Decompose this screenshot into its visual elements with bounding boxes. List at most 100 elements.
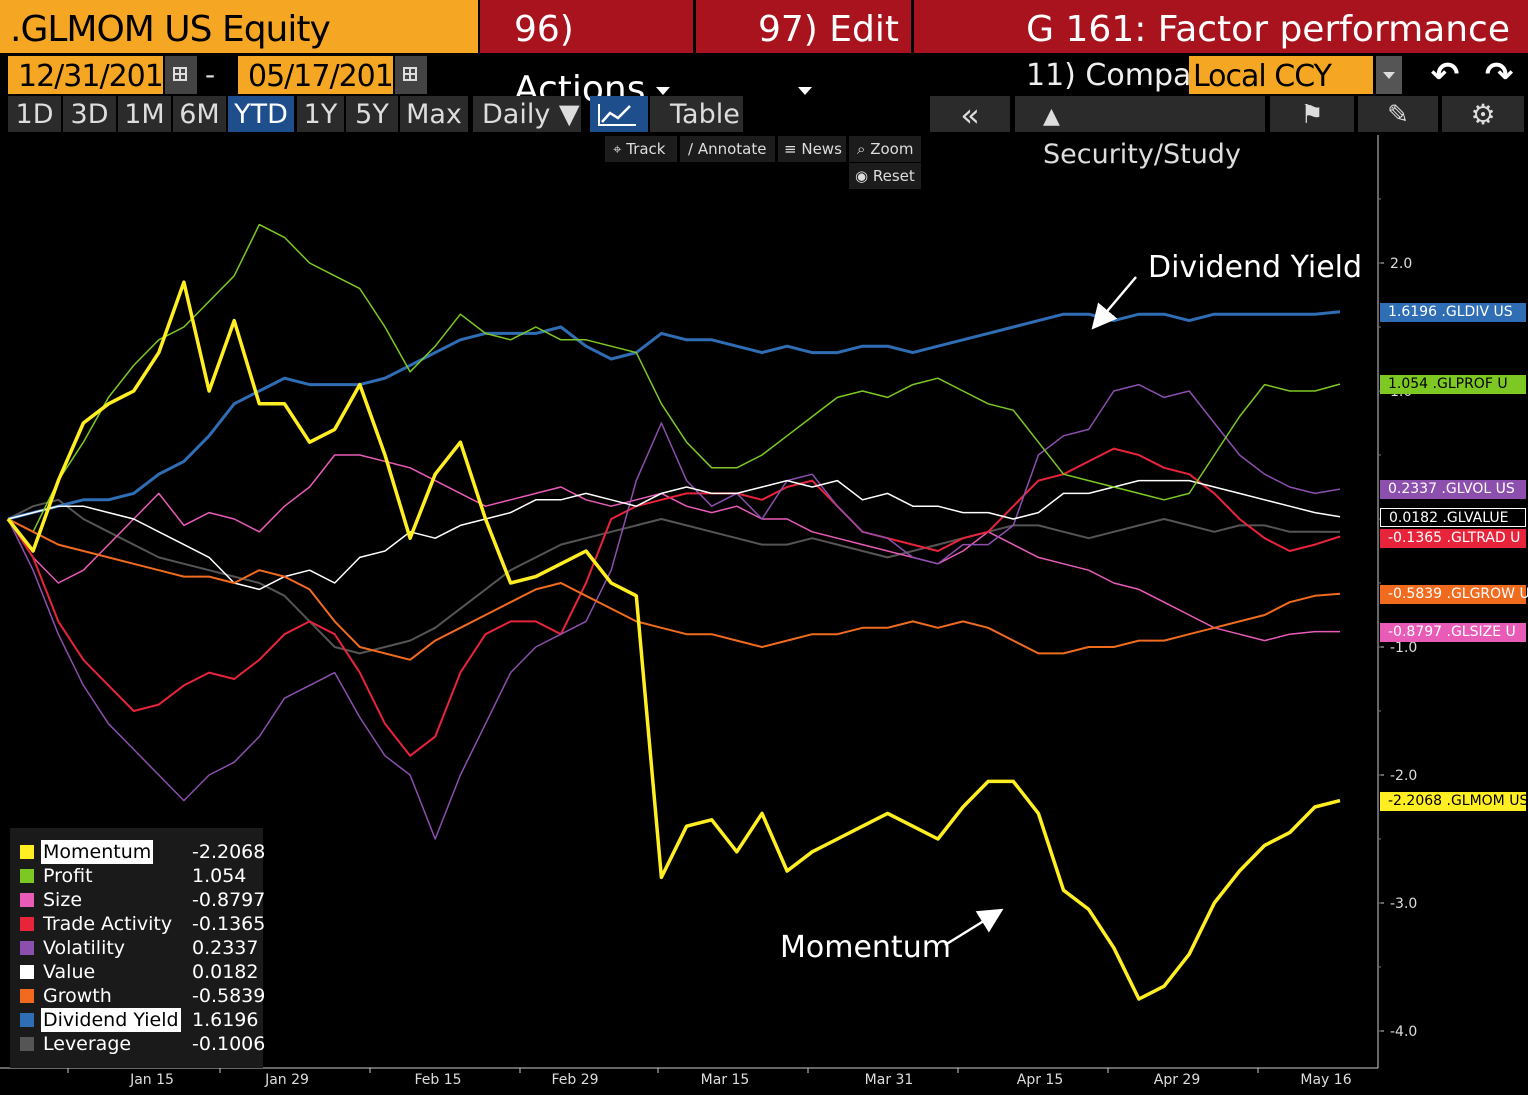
series-value-tag: 0.2337 .GLVOL US xyxy=(1380,480,1526,500)
chevron-down-icon xyxy=(798,87,812,95)
series-value-tag: -2.2068 .GLMOM US xyxy=(1380,791,1528,811)
legend-value: -0.1365 xyxy=(192,913,266,935)
y-tick-label: 2.0 xyxy=(1390,256,1412,272)
calendar-icon[interactable] xyxy=(165,56,197,94)
legend-swatch xyxy=(20,965,34,979)
x-tick-label: Feb 15 xyxy=(414,1072,461,1088)
chevron-down-icon xyxy=(655,87,670,95)
crosshair-icon: ⌖ xyxy=(613,140,622,158)
end-date-field[interactable]: 05/17/2016 xyxy=(238,56,412,94)
legend-swatch xyxy=(20,845,34,859)
table-view-button[interactable]: Table xyxy=(650,96,743,132)
x-tick-label: May 16 xyxy=(1300,1072,1351,1088)
zoom-tool-button[interactable]: ⌕ Zoom xyxy=(849,136,921,162)
calendar-icon[interactable] xyxy=(395,56,427,94)
x-tick-label: Jan 15 xyxy=(129,1072,174,1088)
legend-value: 0.0182 xyxy=(192,961,259,983)
series-line-profit xyxy=(7,223,1341,533)
legend-value: -2.2068 xyxy=(192,841,266,863)
date-separator: - xyxy=(205,58,216,91)
series-value-tag: 0.0182 .GLVALUE xyxy=(1380,507,1526,527)
undo-icon[interactable]: ↶ xyxy=(1430,55,1460,95)
track-label: Track xyxy=(626,140,666,158)
series-value-tag: -0.5839 .GLGROW U xyxy=(1380,584,1528,604)
legend-name: Size xyxy=(43,889,83,911)
series-value-tag: -0.1365 .GLTRAD U xyxy=(1380,528,1526,548)
momentum-annotation: Momentum xyxy=(780,930,951,965)
y-tick-label: -4.0 xyxy=(1390,1024,1417,1040)
news-label: News xyxy=(801,140,842,158)
legend-swatch xyxy=(20,1037,34,1051)
line-chart-icon[interactable] xyxy=(590,96,648,132)
settings-gear-icon[interactable]: ⚙ xyxy=(1442,96,1524,132)
security-ticker[interactable]: .GLMOM US Equity xyxy=(0,0,478,53)
magnifier-icon: ⌕ xyxy=(857,140,866,158)
legend-item[interactable]: Leverage -0.1006 xyxy=(20,1032,265,1056)
legend-item[interactable]: Momentum -2.2068 xyxy=(20,840,265,864)
legend-item[interactable]: Dividend Yield 1.6196 xyxy=(20,1008,260,1032)
legend-value: -0.1006 xyxy=(192,1033,266,1055)
series-value-tag: 1.6196 .GLDIV US xyxy=(1380,302,1526,322)
range-button-6m[interactable]: 6M xyxy=(173,96,226,132)
legend-value: -0.8797 xyxy=(192,889,266,911)
collapse-icon[interactable]: « xyxy=(930,96,1010,134)
legend-item[interactable]: Value 0.0182 xyxy=(20,960,260,984)
range-button-3d[interactable]: 3D xyxy=(63,96,116,132)
edit-menu-button[interactable]: 97) Edit xyxy=(696,0,911,95)
series-line-growth xyxy=(7,518,1341,661)
legend-item[interactable]: Profit 1.054 xyxy=(20,864,260,888)
line-chart-glyph xyxy=(598,104,636,126)
legend-swatch xyxy=(20,1013,34,1027)
annotate-tool-button[interactable]: ∕ Annotate xyxy=(680,136,775,162)
legend-name: Volatility xyxy=(43,937,126,959)
period-select[interactable]: Daily ▼ xyxy=(473,96,581,132)
page-title: G 161: Factor performance xyxy=(914,0,1528,53)
y-tick-label: -2.0 xyxy=(1390,768,1417,784)
legend-swatch xyxy=(20,869,34,883)
legend-name: Value xyxy=(43,961,96,983)
currency-select[interactable]: Local CCY xyxy=(1189,56,1373,94)
series-line-trade-activity xyxy=(7,447,1341,757)
x-tick-label: Mar 15 xyxy=(701,1072,750,1088)
flag-icon[interactable]: ⚑ xyxy=(1270,96,1354,132)
legend-swatch xyxy=(20,941,34,955)
reset-label: Reset xyxy=(872,167,915,185)
start-date-field[interactable]: 12/31/2015 xyxy=(8,56,182,94)
series-line-value xyxy=(7,479,1341,591)
redo-icon[interactable]: ↷ xyxy=(1484,55,1514,95)
x-tick-label: Mar 31 xyxy=(865,1072,914,1088)
news-tool-button[interactable]: ≡ News xyxy=(778,136,846,162)
range-button-max[interactable]: Max xyxy=(400,96,468,132)
series-line-leverage xyxy=(7,498,1341,655)
x-tick-label: Feb 29 xyxy=(551,1072,598,1088)
security-study-label: Security/Study xyxy=(1043,139,1241,170)
legend-swatch xyxy=(20,893,34,907)
legend-item[interactable]: Trade Activity -0.1365 xyxy=(20,912,265,936)
legend-value: 1.6196 xyxy=(192,1009,259,1031)
chevron-down-icon: ▼ xyxy=(558,99,580,130)
dividend-arrow xyxy=(1091,276,1137,330)
edit-pencil-icon[interactable]: ✎ xyxy=(1358,96,1438,132)
track-tool-button[interactable]: ⌖ Track xyxy=(605,136,677,162)
legend-value: 1.054 xyxy=(192,865,247,887)
y-tick-label: -3.0 xyxy=(1390,896,1417,912)
security-study-button[interactable]: ▲ Security/Study xyxy=(1015,96,1265,170)
range-button-1y[interactable]: 1Y xyxy=(297,96,344,132)
legend-item[interactable]: Volatility 0.2337 xyxy=(20,936,260,960)
reset-tool-button[interactable]: ◉ Reset xyxy=(849,163,921,189)
range-button-1m[interactable]: 1M xyxy=(118,96,171,132)
range-button-ytd[interactable]: YTD xyxy=(228,96,294,132)
series-line-volatility xyxy=(7,383,1341,840)
legend-item[interactable]: Size -0.8797 xyxy=(20,888,265,912)
legend-swatch xyxy=(20,917,34,931)
range-button-5y[interactable]: 5Y xyxy=(346,96,398,132)
legend-swatch xyxy=(20,989,34,1003)
range-button-1d[interactable]: 1D xyxy=(8,96,61,132)
y-tick-label: -1.0 xyxy=(1390,640,1417,656)
legend-item[interactable]: Growth -0.5839 xyxy=(20,984,265,1008)
period-label: Daily xyxy=(482,99,551,130)
x-tick-label: Jan 29 xyxy=(264,1072,309,1088)
currency-dropdown-icon[interactable] xyxy=(1376,56,1402,94)
x-tick-label: Apr 29 xyxy=(1154,1072,1200,1088)
